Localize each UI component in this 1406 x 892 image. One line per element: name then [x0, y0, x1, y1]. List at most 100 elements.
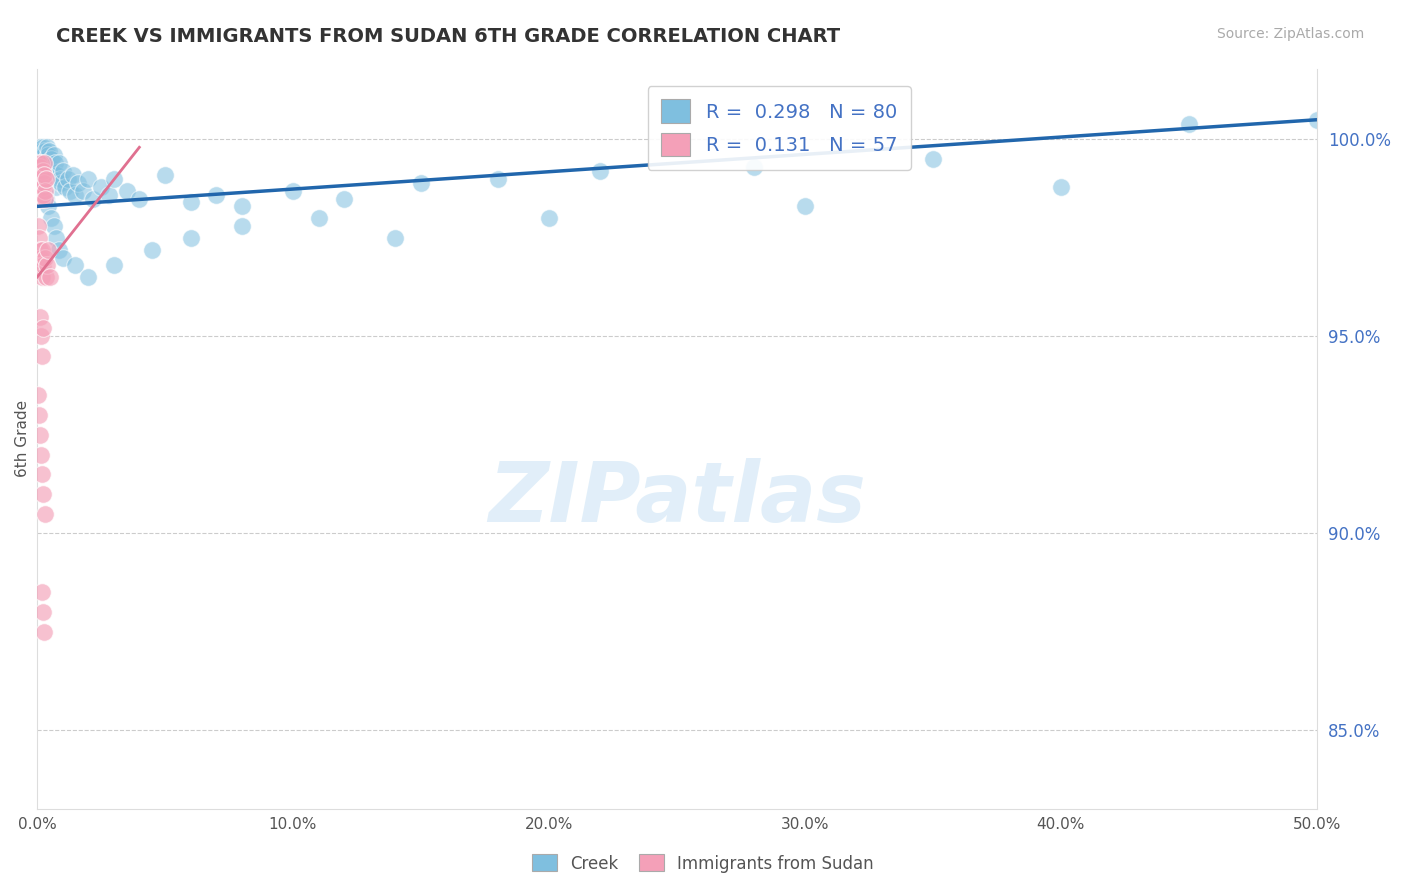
Point: [53, 179, 76, 194]
Point: [231, 219, 253, 233]
Point: [45, 231, 67, 245]
Point: [28, 164, 51, 178]
Point: [37, 156, 59, 170]
Point: [32, 487, 55, 501]
Point: [32, 624, 55, 639]
Point: [28, 140, 51, 154]
Point: [37, 148, 59, 162]
Point: [30, 160, 52, 174]
Point: [589, 164, 612, 178]
Point: [281, 184, 304, 198]
Point: [32, 176, 55, 190]
Point: [28, 192, 51, 206]
Point: [66, 176, 89, 190]
Point: [308, 211, 330, 226]
Point: [333, 192, 356, 206]
Point: [35, 270, 58, 285]
Point: [384, 231, 406, 245]
Point: [28, 160, 51, 174]
Point: [39, 152, 62, 166]
Point: [27, 171, 49, 186]
Point: [153, 168, 176, 182]
Text: CREEK VS IMMIGRANTS FROM SUDAN 6TH GRADE CORRELATION CHART: CREEK VS IMMIGRANTS FROM SUDAN 6TH GRADE…: [56, 27, 841, 45]
Point: [42, 148, 65, 162]
Point: [27, 164, 49, 178]
Point: [42, 219, 65, 233]
Point: [34, 184, 56, 198]
Point: [82, 192, 104, 206]
Point: [39, 211, 62, 226]
Point: [30, 251, 52, 265]
Point: [30, 156, 52, 170]
Point: [90, 179, 112, 194]
Point: [38, 160, 60, 174]
Point: [46, 168, 69, 182]
Point: [30, 179, 52, 194]
Point: [65, 187, 87, 202]
Point: [72, 184, 94, 198]
Point: [28, 231, 51, 245]
Point: [205, 187, 228, 202]
Point: [31, 467, 53, 482]
Point: [48, 156, 70, 170]
Point: [30, 164, 52, 178]
Point: [28, 428, 51, 442]
Point: [51, 251, 73, 265]
Point: [30, 187, 52, 202]
Point: [922, 152, 945, 166]
Point: [48, 243, 70, 257]
Point: [34, 145, 56, 159]
Point: [28, 156, 51, 170]
Text: ZIPatlas: ZIPatlas: [488, 458, 866, 539]
Point: [28, 168, 51, 182]
Point: [27, 187, 49, 202]
Point: [35, 152, 58, 166]
Point: [128, 192, 150, 206]
Point: [34, 160, 56, 174]
Point: [38, 168, 60, 182]
Point: [28, 184, 51, 198]
Y-axis label: 6th Grade: 6th Grade: [15, 401, 30, 477]
Legend: Creek, Immigrants from Sudan: Creek, Immigrants from Sudan: [526, 847, 880, 880]
Point: [28, 259, 51, 273]
Point: [31, 168, 53, 182]
Point: [32, 156, 55, 170]
Point: [31, 152, 53, 166]
Point: [31, 270, 53, 285]
Point: [486, 171, 509, 186]
Point: [28, 408, 51, 422]
Point: [31, 145, 53, 159]
Point: [30, 171, 52, 186]
Point: [32, 187, 55, 202]
Point: [27, 152, 49, 166]
Point: [38, 270, 60, 285]
Point: [31, 605, 53, 619]
Point: [51, 176, 73, 190]
Point: [1306, 112, 1329, 127]
Point: [115, 184, 138, 198]
Point: [97, 187, 120, 202]
Point: [27, 388, 49, 402]
Point: [34, 156, 56, 170]
Point: [31, 176, 53, 190]
Point: [32, 164, 55, 178]
Point: [35, 171, 58, 186]
Point: [28, 310, 51, 324]
Point: [62, 168, 84, 182]
Point: [180, 195, 202, 210]
Point: [32, 321, 55, 335]
Point: [103, 259, 125, 273]
Point: [231, 199, 253, 213]
Point: [37, 164, 59, 178]
Text: Source: ZipAtlas.com: Source: ZipAtlas.com: [1216, 27, 1364, 41]
Point: [34, 192, 56, 206]
Point: [45, 179, 67, 194]
Point: [31, 179, 53, 194]
Point: [28, 176, 51, 190]
Point: [27, 219, 49, 233]
Point: [31, 585, 53, 599]
Legend: R =  0.298   N = 80, R =  0.131   N = 57: R = 0.298 N = 80, R = 0.131 N = 57: [648, 86, 911, 170]
Point: [27, 160, 49, 174]
Point: [59, 184, 82, 198]
Point: [32, 168, 55, 182]
